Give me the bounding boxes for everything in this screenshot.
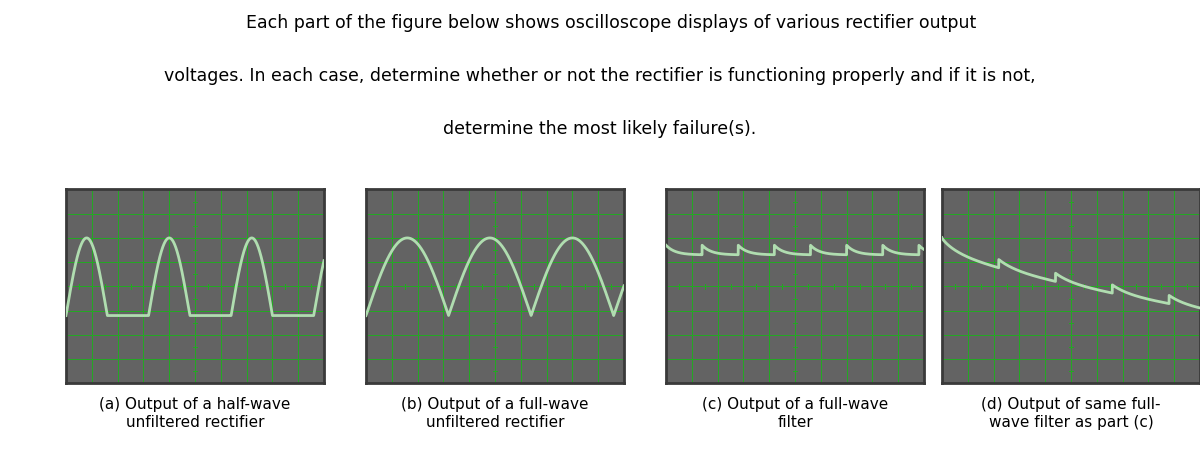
Text: (b) Output of a full-wave
unfiltered rectifier: (b) Output of a full-wave unfiltered rec… (401, 397, 589, 430)
Text: (a) Output of a half-wave
unfiltered rectifier: (a) Output of a half-wave unfiltered rec… (100, 397, 290, 430)
Text: voltages. In each case, determine whether or not the rectifier is functioning pr: voltages. In each case, determine whethe… (164, 67, 1036, 85)
Text: (d) Output of same full-
wave filter as part (c): (d) Output of same full- wave filter as … (982, 397, 1160, 430)
Text: (c) Output of a full-wave
filter: (c) Output of a full-wave filter (702, 397, 888, 430)
Text: determine the most likely failure(s).: determine the most likely failure(s). (443, 120, 757, 138)
Text: Each part of the figure below shows oscilloscope displays of various rectifier o: Each part of the figure below shows osci… (224, 14, 976, 32)
